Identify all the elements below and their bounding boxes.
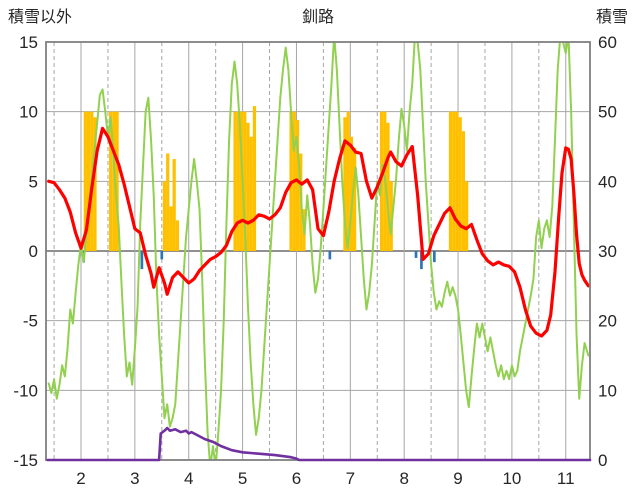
x-tick-label: 7 bbox=[346, 469, 355, 488]
sunshine-bar bbox=[175, 220, 180, 251]
sunshine-bar bbox=[465, 181, 469, 251]
chart-title: 釧路 bbox=[301, 9, 334, 26]
y-left-tick-label: 5 bbox=[29, 172, 38, 191]
sunshine-bar bbox=[93, 117, 97, 252]
precip-bar bbox=[160, 251, 164, 260]
x-tick-label: 6 bbox=[292, 469, 301, 488]
sunshine-bar bbox=[461, 131, 466, 251]
sunshine-bar bbox=[353, 147, 357, 251]
y-left-tick-label: -15 bbox=[13, 451, 38, 470]
x-tick-label: 9 bbox=[453, 469, 462, 488]
precip-bar bbox=[432, 251, 436, 263]
y-right-tick-label: 50 bbox=[598, 103, 617, 122]
sunshine-bar bbox=[295, 120, 300, 251]
snow-depth-series bbox=[46, 426, 592, 462]
sunshine-bar bbox=[455, 111, 459, 252]
x-tick-label: 3 bbox=[130, 469, 139, 488]
line-series bbox=[47, 42, 590, 460]
right-axis-title: 積雪 bbox=[595, 9, 628, 26]
sunshine-bar bbox=[233, 111, 237, 252]
sunshine-bar bbox=[249, 136, 253, 251]
sunshine-bar bbox=[448, 111, 453, 252]
sunshine-bar bbox=[172, 159, 176, 251]
y-right-tick-label: 10 bbox=[598, 381, 617, 400]
x-tick-label: 5 bbox=[238, 469, 247, 488]
y-left-tick-label: 15 bbox=[19, 33, 38, 52]
x-tick-label: 11 bbox=[557, 469, 575, 488]
sunshine-bar bbox=[86, 111, 91, 252]
y-right-tick-label: 40 bbox=[598, 172, 617, 191]
green-line bbox=[47, 42, 590, 460]
purple-line bbox=[46, 426, 592, 462]
sunshine-bar bbox=[109, 111, 113, 252]
gridlines bbox=[46, 42, 590, 460]
orange-bars-series bbox=[83, 106, 469, 252]
precip-bar bbox=[140, 251, 144, 270]
sunshine-bar bbox=[169, 206, 173, 251]
sunshine-bar bbox=[349, 136, 354, 251]
x-tick-label: 8 bbox=[399, 469, 408, 488]
precip-bar bbox=[328, 251, 332, 260]
sunshine-bar bbox=[162, 181, 167, 251]
sunshine-bar bbox=[243, 111, 247, 252]
sunshine-bar bbox=[112, 111, 116, 252]
sunshine-bar bbox=[236, 111, 240, 252]
sunshine-bar bbox=[246, 122, 250, 252]
sunshine-bar bbox=[389, 181, 393, 251]
y-left-tick-label: -10 bbox=[13, 381, 38, 400]
sunshine-bar bbox=[452, 111, 456, 252]
sunshine-bar bbox=[343, 117, 347, 252]
y-right-tick-label: 20 bbox=[598, 312, 617, 331]
sunshine-bar bbox=[115, 111, 119, 252]
left-axis-title: 積雪以外 bbox=[8, 9, 73, 26]
y-left-tick-label: 10 bbox=[19, 103, 38, 122]
y-right-tick-label: 60 bbox=[598, 33, 617, 52]
x-tick-label: 4 bbox=[184, 469, 193, 488]
precip-bar bbox=[420, 251, 423, 270]
y-left-tick-label: 0 bbox=[29, 242, 38, 261]
sunshine-bar bbox=[239, 111, 244, 252]
sunshine-bar bbox=[346, 111, 350, 252]
y-left-tick-label: -5 bbox=[23, 312, 38, 331]
red-line bbox=[47, 126, 590, 338]
sunshine-bar bbox=[458, 117, 462, 252]
sunshine-bar bbox=[252, 106, 257, 252]
x-tick-label: 2 bbox=[76, 469, 85, 488]
sunshine-bar bbox=[166, 153, 170, 251]
x-tick-label: 10 bbox=[502, 469, 521, 488]
sunshine-bar bbox=[83, 111, 87, 252]
y-right-tick-label: 0 bbox=[598, 451, 607, 470]
y-right-tick-label: 30 bbox=[598, 242, 617, 261]
precip-bar bbox=[414, 251, 418, 258]
sunshine-bar bbox=[386, 122, 390, 252]
